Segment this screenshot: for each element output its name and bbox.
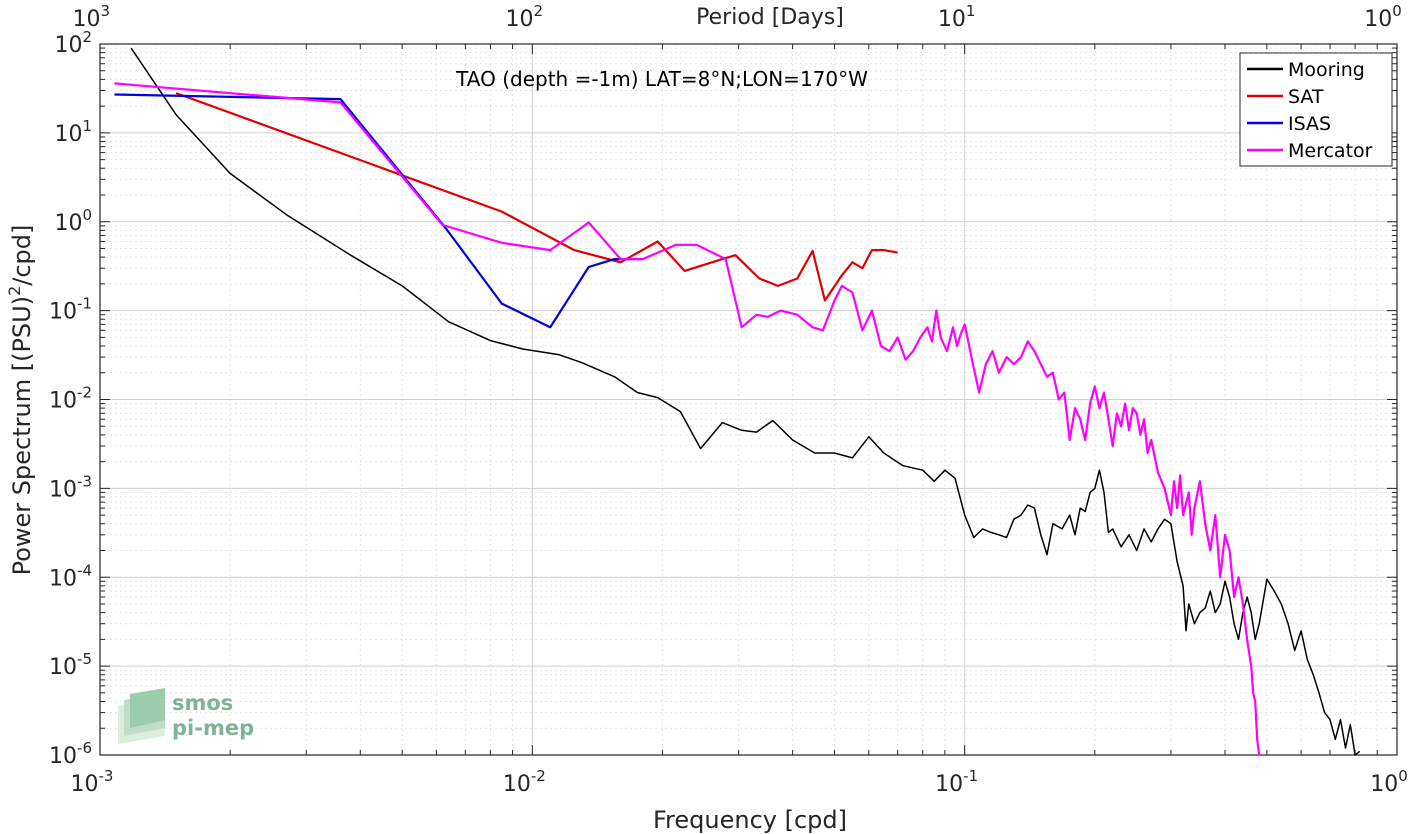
y-tick-label: 102 [54,28,92,58]
grid [99,44,1397,756]
y-tick-label: 10-5 [49,650,92,680]
y-tick-label: 100 [54,206,92,236]
x-tick-label: 10-1 [935,767,978,797]
y-tick-label: 10-4 [49,561,92,591]
smos-pi-mep-logo: smos pi-mep [118,688,254,744]
y-axis-label-sup: 2 [5,286,24,296]
top-axis-label: Period [Days] [696,5,844,30]
y-tick-label: 10-6 [49,739,92,769]
axis-ticks [99,44,1397,756]
y-axis-label-tail: /cpd] [8,225,36,286]
chart-title: TAO (depth =-1m) LAT=8°N;LON=170°W [455,67,868,91]
x-tick-label: 10-2 [503,767,546,797]
x-tick-label: 10-3 [71,767,114,797]
y-axis-label-main: Power Spectrum [(PSU) [8,296,36,575]
legend-box [1239,52,1393,167]
y-tick-label: 101 [54,117,92,147]
x-tick-label: 100 [1370,767,1408,797]
top-tick-label: 103 [72,2,110,32]
top-tick-label: 100 [1364,2,1402,32]
series-line-isas [114,93,632,329]
y-tick-label: 10-1 [49,295,92,325]
y-tick-label: 10-3 [49,472,92,502]
series-lines [114,47,1361,756]
legend: Mooring SAT ISAS Mercator [1239,52,1393,167]
y-tick-label: 10-2 [49,384,92,414]
logo-text-smos: smos [172,691,233,715]
legend-label-isas: ISAS [1288,113,1331,135]
legend-label-sat: SAT [1288,86,1324,108]
top-tick-label: 101 [938,2,976,32]
series-line-mooring [130,47,1361,756]
logo-layer-front [130,688,165,728]
legend-label-mercator: Mercator [1288,140,1373,162]
legend-label-mooring: Mooring [1288,59,1365,81]
top-tick-label: 102 [506,2,544,32]
x-axis-label: Frequency [cpd] [653,806,847,834]
logo-text-pimep: pi-mep [172,716,254,740]
y-axis-label: Power Spectrum [(PSU)2/cpd] [5,225,36,576]
series-line-sat [175,92,898,302]
series-line-mercator [114,82,1261,756]
